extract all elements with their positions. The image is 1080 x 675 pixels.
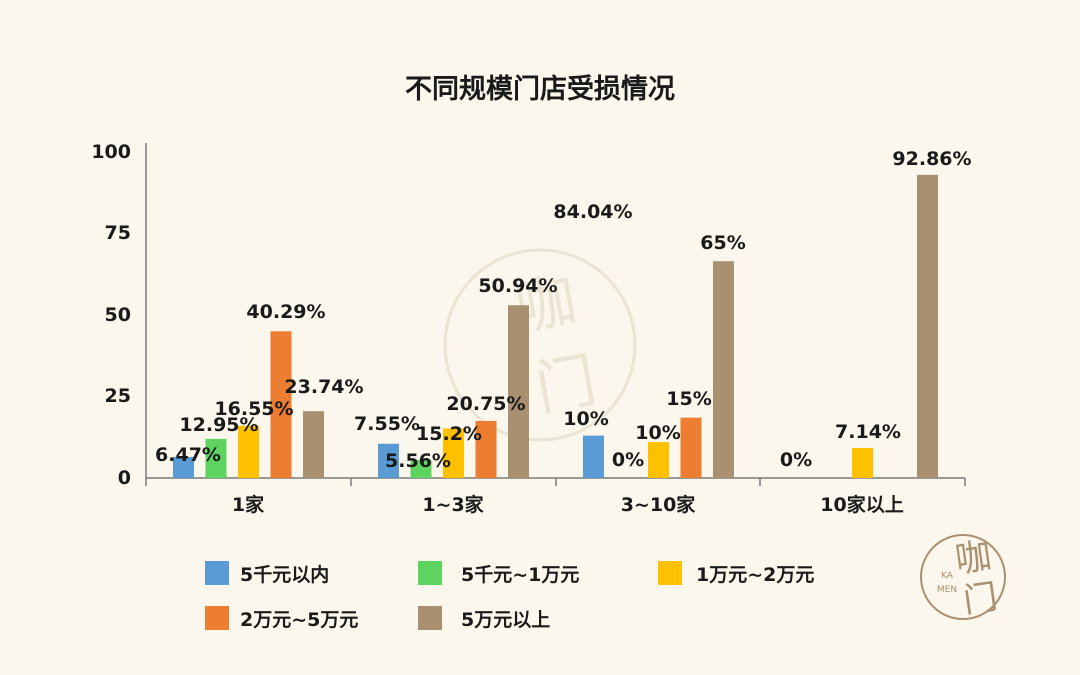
category-label: 10家以上	[820, 493, 903, 516]
category-label: 1~3家	[422, 493, 484, 516]
legend-item: 1万元~2万元	[658, 561, 814, 586]
legend-label: 2万元~5万元	[240, 609, 358, 631]
legend-label: 5千元~1万元	[461, 564, 579, 586]
logo-seal: 咖 门 KA MEN	[920, 534, 1006, 621]
data-label: 0%	[612, 449, 644, 471]
bar	[303, 411, 324, 478]
legend-swatch	[205, 606, 229, 630]
data-label: 6.47%	[155, 444, 221, 466]
bar	[270, 331, 292, 478]
data-label: 7.14%	[835, 421, 901, 443]
legend-item: 5万元以上	[418, 606, 550, 631]
svg-text:门: 门	[961, 577, 1000, 621]
bar	[378, 443, 399, 478]
bar	[583, 435, 604, 478]
data-label: 92.86%	[892, 148, 971, 170]
data-label: 5.56%	[385, 450, 451, 472]
legend-item: 2万元~5万元	[205, 606, 358, 631]
bar	[173, 456, 194, 478]
data-label: 65%	[700, 232, 745, 254]
legend-swatch	[658, 561, 682, 585]
legend: 5千元以内 5千元~1万元 1万元~2万元 2万元~5万元 5万元以上	[205, 561, 814, 631]
bar	[680, 417, 702, 478]
bar	[410, 459, 432, 478]
legend-item: 5千元~1万元	[418, 561, 579, 586]
legend-swatch	[418, 561, 442, 585]
data-label: 15%	[666, 388, 711, 410]
svg-text:门: 门	[530, 345, 601, 424]
data-label: 0%	[780, 449, 812, 471]
bar	[443, 428, 464, 478]
bar	[205, 438, 227, 478]
data-label: 40.29%	[246, 301, 325, 323]
category-label: 3~10家	[621, 493, 697, 516]
annotation-label: 84.04%	[553, 201, 632, 223]
data-label: 12.95%	[179, 414, 258, 436]
chart-title: 不同规模门店受损情况	[405, 73, 675, 105]
y-tick-label: 100	[91, 141, 131, 163]
data-labels: 6.47% 12.95% 16.55% 40.29% 23.74% 7.55% …	[155, 148, 972, 472]
data-label: 10%	[563, 408, 608, 430]
legend-swatch	[205, 561, 229, 585]
data-label: 16.55%	[214, 398, 293, 420]
y-tick-label: 50	[105, 304, 131, 326]
bar	[713, 261, 734, 478]
bars	[173, 174, 938, 478]
legend-swatch	[418, 606, 442, 630]
data-label: 15.2%	[416, 423, 482, 445]
legend-label: 1万元~2万元	[696, 564, 814, 586]
y-tick-label: 0	[118, 467, 131, 489]
y-ticks: 0 25 50 75 100	[91, 141, 131, 489]
svg-text:咖: 咖	[953, 536, 994, 582]
data-label: 10%	[635, 422, 680, 444]
category-labels: 1家 1~3家 3~10家 10家以上	[232, 493, 904, 516]
data-label: 7.55%	[354, 413, 420, 435]
bar	[238, 425, 259, 478]
y-tick-label: 25	[105, 385, 131, 407]
data-label: 23.74%	[284, 376, 363, 398]
bar	[852, 448, 873, 478]
legend-label: 5万元以上	[461, 609, 550, 631]
bar	[917, 174, 938, 478]
data-label: 50.94%	[478, 275, 557, 297]
legend-label: 5千元以内	[240, 563, 329, 586]
category-label: 1家	[232, 493, 265, 516]
svg-text:KA: KA	[941, 571, 954, 581]
y-tick-label: 75	[105, 222, 131, 244]
legend-item: 5千元以内	[205, 561, 329, 586]
bar	[508, 305, 529, 478]
data-label: 20.75%	[446, 393, 525, 415]
bar	[648, 442, 669, 478]
x-tick-marks	[145, 478, 966, 486]
bar	[475, 420, 497, 478]
svg-text:MEN: MEN	[937, 585, 957, 595]
